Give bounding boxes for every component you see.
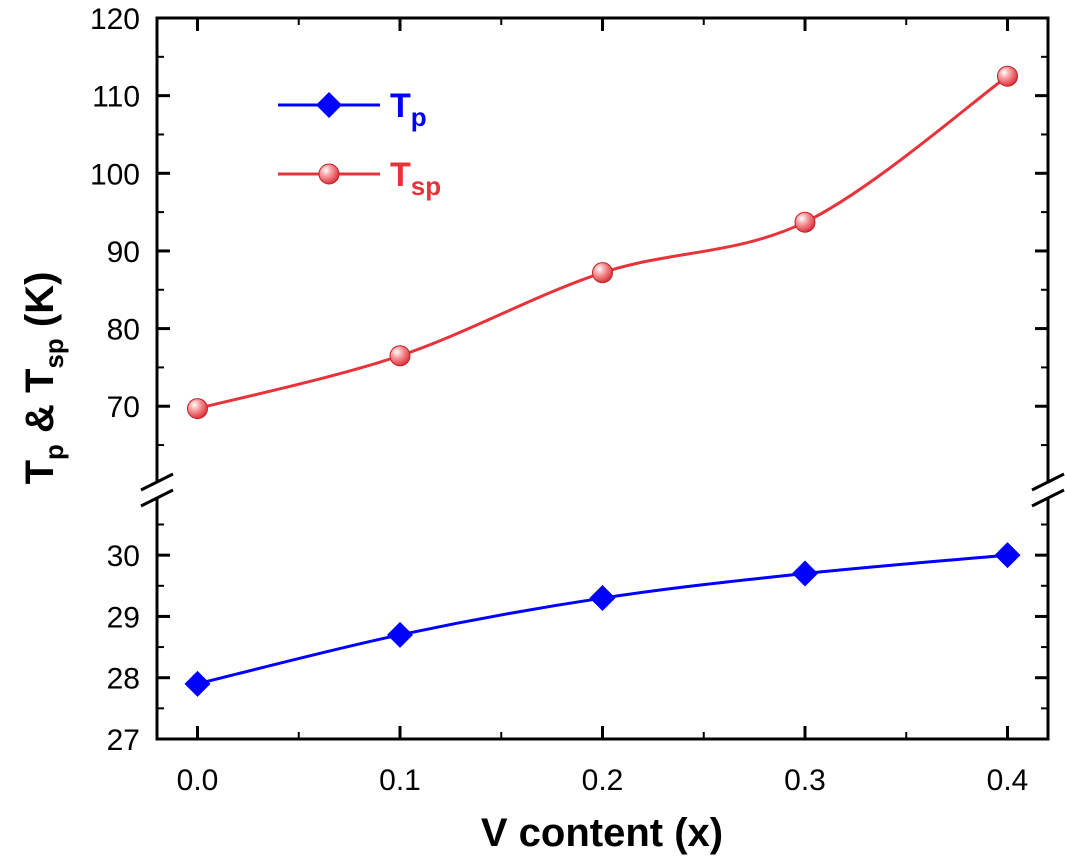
y-tick-label: 100 [90,158,140,191]
legend-label-tp-sub: p [411,102,427,132]
y-title-tail: (K) [18,272,62,339]
data-point-0 [387,621,413,648]
y-tick-label: 29 [107,601,140,634]
axis-break-slash [140,488,174,508]
series-line-0 [197,553,1008,686]
axis-ticks [157,16,1048,741]
axis-break-slash [1031,488,1065,508]
x-tick-label: 0.4 [987,764,1029,797]
data-point-0 [994,542,1021,569]
legend-label-tsp-sub: sp [411,171,441,201]
data-point-1 [187,398,208,420]
y-title-main: T [18,460,62,484]
legend-label-tsp: Tsp [390,156,441,201]
axis-break-gap [1036,481,1060,499]
data-point-1 [997,65,1018,87]
y-tick-label: 120 [90,3,140,36]
series-layer [184,65,1021,697]
data-point-0 [792,560,818,587]
x-tick-label: 0.1 [379,764,421,797]
y-tick-label: 70 [107,391,140,424]
data-point-1 [794,211,816,233]
data-point-1 [592,262,613,284]
data-point-0 [184,670,211,697]
series-line-1 [197,75,1009,411]
legend-entry-tsp: Tsp [278,156,441,201]
x-axis-title: V content (x) [481,811,723,855]
y-tick-label: 110 [92,81,140,114]
legend-entry-tp: Tp [278,87,427,132]
y-tick-label: 28 [107,663,140,696]
tick-labels: 0.0 0.1 0.2 0.3 0.4 27 28 29 30 70 80 90 100 110 120 [90,3,1028,797]
legend-marker-tsp [318,163,340,185]
plot-frame [155,16,1050,741]
data-point-0 [589,585,616,612]
x-tick-label: 0.2 [582,764,624,797]
axis-break-marks [140,472,1065,508]
axis-break-slash [140,472,174,492]
x-tick-label: 0.3 [784,764,826,797]
legend-label-tsp-main: T [390,156,411,194]
legend-label-tp-main: T [390,87,411,125]
y-tick-label: 90 [107,236,140,269]
y-title-sub2: sp [39,338,69,368]
y-title-mid: & T [18,369,62,445]
y-tick-label: 27 [107,724,140,757]
axis-break-gap [145,481,169,499]
axis-break-slash [1031,472,1065,492]
y-title-sub1: p [39,444,69,460]
legend: Tp Tsp [278,87,441,201]
x-tick-label: 0.0 [177,764,219,797]
y-axis-title: Tp & Tsp (K) [18,272,69,485]
y-tick-label: 30 [107,540,140,573]
y-tick-label: 80 [107,314,140,347]
data-point-1 [389,345,411,367]
legend-marker-tp [316,92,342,118]
legend-label-tp: Tp [390,87,427,132]
